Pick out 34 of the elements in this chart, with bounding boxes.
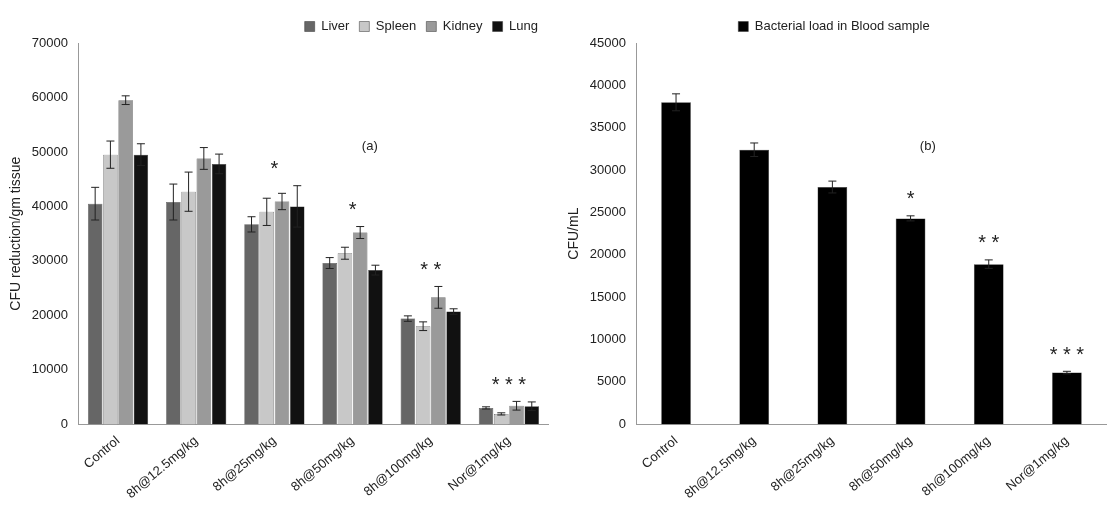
y-tick-label: 20000 — [589, 246, 626, 262]
y-tick-label: 40000 — [589, 76, 626, 92]
y-axis-title: CFU reduction/gm tissue — [7, 156, 24, 311]
y-tick-label: 70000 — [31, 34, 68, 50]
legend-label: Spleen — [375, 18, 417, 34]
legend-label: Kidney — [442, 18, 484, 34]
y-tick-label: 15000 — [589, 288, 626, 304]
y-tick-label: 20000 — [31, 306, 68, 322]
annotation: * — [906, 187, 915, 210]
annotation: (b) — [919, 137, 936, 153]
y-tick-label: 25000 — [589, 204, 626, 220]
y-tick-label: 0 — [618, 415, 626, 431]
y-tick-label: 30000 — [589, 161, 626, 177]
y-tick-label: 45000 — [589, 34, 626, 50]
annotation: * * * — [1049, 342, 1085, 365]
y-axis-title: CFU/mL — [565, 207, 582, 260]
y-tick-label: 0 — [60, 415, 68, 431]
legend-label: Liver — [321, 18, 351, 34]
legend-label: Lung — [509, 18, 538, 34]
y-tick-label: 30000 — [31, 252, 68, 268]
y-tick-label: 35000 — [589, 119, 626, 135]
legend-label: Bacterial load in Blood sample — [754, 18, 930, 34]
annotation: * — [348, 198, 357, 221]
y-tick-label: 60000 — [31, 89, 68, 105]
y-tick-label: 40000 — [31, 197, 68, 213]
annotation: * * * — [491, 372, 527, 395]
annotation: * * — [420, 257, 442, 280]
y-tick-label: 10000 — [31, 361, 68, 377]
y-tick-label: 50000 — [31, 143, 68, 159]
y-tick-label: 10000 — [589, 331, 626, 347]
annotation: * — [270, 157, 279, 180]
annotation: (a) — [361, 137, 378, 153]
y-tick-label: 5000 — [597, 373, 626, 389]
annotation: * * — [978, 231, 1000, 254]
